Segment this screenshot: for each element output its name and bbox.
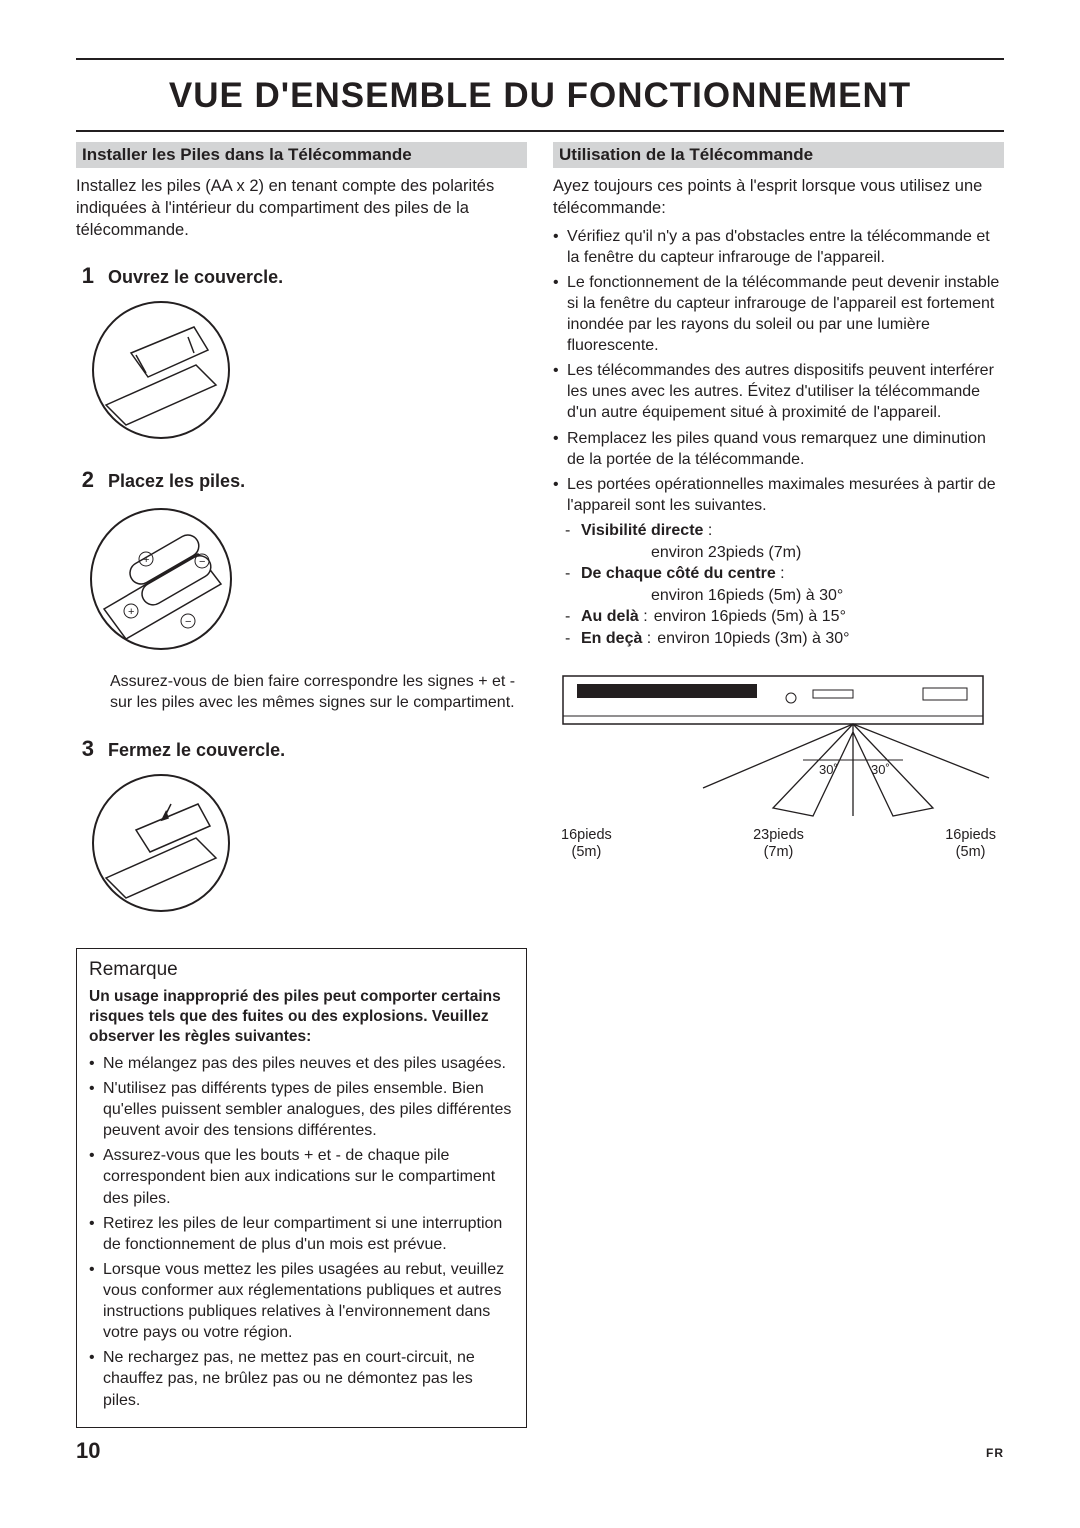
remark-item: Lorsque vous mettez les piles usagées au…: [89, 1259, 514, 1343]
remark-item: Assurez-vous que les bouts + et - de cha…: [89, 1145, 514, 1208]
range-item: En deçà :environ 10pieds (3m) à 30°: [553, 628, 1004, 650]
step-1: 1 Ouvrez le couvercle.: [76, 263, 527, 289]
step-2-label: Placez les piles.: [108, 471, 527, 492]
figure-open-cover: [76, 295, 527, 445]
range-value: environ 16pieds (5m) à 15°: [648, 608, 846, 625]
remark-box: Remarque Un usage inapproprié des piles …: [76, 948, 527, 1428]
step-3-number: 3: [76, 736, 94, 762]
remark-item: Retirez les piles de leur compartiment s…: [89, 1213, 514, 1255]
angle-right-label: 30˚: [871, 762, 890, 777]
usage-item: Les portées opérationnelles maximales me…: [553, 474, 1004, 516]
columns: Installer les Piles dans la Télécommande…: [76, 142, 1004, 1428]
step-1-number: 1: [76, 263, 94, 289]
page: VUE D'ENSEMBLE DU FONCTIONNEMENT Install…: [0, 0, 1080, 1528]
left-column: Installer les Piles dans la Télécommande…: [76, 142, 527, 1428]
title-rule-bottom: [76, 130, 1004, 132]
range-label: De chaque côté du centre: [581, 565, 776, 582]
dist-text: 16pieds: [945, 827, 996, 843]
right-section-header: Utilisation de la Télécommande: [553, 142, 1004, 168]
range-dist-center: 23pieds (7m): [753, 827, 804, 862]
remark-list: Ne mélangez pas des piles neuves et des …: [89, 1053, 514, 1411]
usage-item: Remplacez les piles quand vous remarquez…: [553, 428, 1004, 470]
remark-heading: Remarque: [89, 959, 514, 981]
range-label: Visibilité directe: [581, 522, 703, 539]
step-3: 3 Fermez le couvercle.: [76, 736, 527, 762]
remark-item: Ne mélangez pas des piles neuves et des …: [89, 1053, 514, 1074]
range-distance-labels: 16pieds (5m) 23pieds (7m) 16pieds (5m): [553, 827, 1004, 862]
range-label: Au delà: [581, 608, 639, 625]
range-item: De chaque côté du centre : environ 16pie…: [553, 563, 1004, 606]
figure-insert-batteries: + − + −: [76, 499, 527, 659]
figure-close-cover: [76, 768, 527, 918]
remark-lead: Un usage inapproprié des piles peut comp…: [89, 987, 514, 1047]
range-dist-left: 16pieds (5m): [561, 827, 612, 862]
left-section-header: Installer les Piles dans la Télécommande: [76, 142, 527, 168]
usage-item: Les télécommandes des autres dispositifs…: [553, 360, 1004, 423]
language-mark: FR: [986, 1446, 1004, 1460]
page-number: 10: [76, 1438, 100, 1464]
range-diagram: 30˚ 30˚ 16pieds (5m) 23pieds (7m) 16pied…: [553, 668, 1004, 862]
step-2-note: Assurez-vous de bien faire correspondre …: [110, 671, 527, 713]
usage-item: Le fonctionnement de la télécommande peu…: [553, 272, 1004, 356]
usage-list: Vérifiez qu'il n'y a pas d'obstacles ent…: [553, 226, 1004, 516]
range-value: environ 23pieds (7m): [581, 542, 1004, 564]
svg-text:−: −: [199, 556, 205, 568]
svg-text:+: +: [143, 554, 149, 566]
left-intro: Installez les piles (AA x 2) en tenant c…: [76, 176, 527, 241]
remark-item: N'utilisez pas différents types de piles…: [89, 1078, 514, 1141]
range-list: Visibilité directe : environ 23pieds (7m…: [553, 520, 1004, 650]
right-column: Utilisation de la Télécommande Ayez touj…: [553, 142, 1004, 1428]
remark-item: Ne rechargez pas, ne mettez pas en court…: [89, 1347, 514, 1410]
right-intro: Ayez toujours ces points à l'esprit lors…: [553, 176, 1004, 220]
svg-text:+: +: [128, 606, 134, 618]
page-title: VUE D'ENSEMBLE DU FONCTIONNEMENT: [76, 60, 1004, 130]
range-label: En deçà: [581, 630, 642, 647]
step-2: 2 Placez les piles.: [76, 467, 527, 493]
range-item: Au delà :environ 16pieds (5m) à 15°: [553, 606, 1004, 628]
angle-left-label: 30˚: [819, 762, 838, 777]
step-2-number: 2: [76, 467, 94, 493]
step-3-label: Fermez le couvercle.: [108, 740, 527, 761]
step-1-label: Ouvrez le couvercle.: [108, 267, 527, 288]
range-item: Visibilité directe : environ 23pieds (7m…: [553, 520, 1004, 563]
range-dist-right: 16pieds (5m): [945, 827, 996, 862]
dist-sub: (7m): [764, 844, 794, 860]
dist-sub: (5m): [571, 844, 601, 860]
dist-text: 16pieds: [561, 827, 612, 843]
range-value: environ 16pieds (5m) à 30°: [581, 585, 1004, 607]
range-value: environ 10pieds (3m) à 30°: [651, 630, 849, 647]
dist-text: 23pieds: [753, 827, 804, 843]
usage-item: Vérifiez qu'il n'y a pas d'obstacles ent…: [553, 226, 1004, 268]
svg-text:−: −: [185, 616, 191, 628]
dist-sub: (5m): [956, 844, 986, 860]
